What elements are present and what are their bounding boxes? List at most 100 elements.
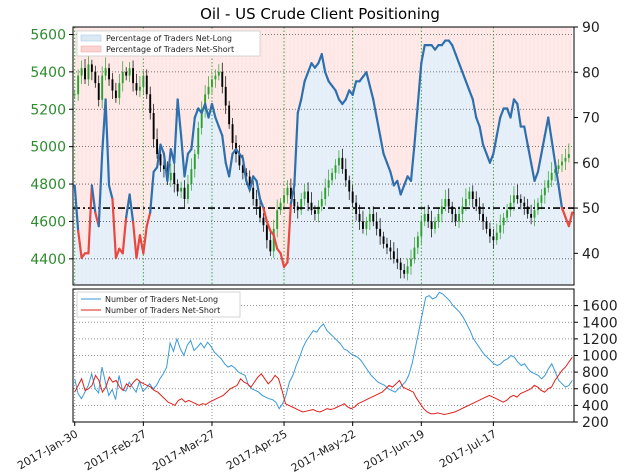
bottom-tick-label: 600	[582, 382, 609, 398]
candle-body	[211, 79, 213, 87]
candles	[73, 53, 570, 281]
candle-body	[97, 83, 100, 100]
left-tick-label: 5200	[30, 102, 66, 118]
candle-body	[204, 94, 207, 110]
right-tick-label: 50	[582, 201, 600, 217]
right-tick-label: 60	[582, 156, 600, 172]
candle-body	[554, 169, 557, 173]
x-axis-labels: 2017-Jan-30 2017-Feb-27 2017-Mar-27 2017-Ap…	[15, 422, 499, 475]
bottom-tick-label: 400	[582, 398, 609, 414]
pct-line-segment	[464, 80, 471, 92]
candle-body	[513, 195, 515, 203]
pct-line-segment	[207, 102, 214, 119]
candle-body	[289, 187, 292, 199]
pct-line-segment	[145, 211, 152, 228]
candle-body	[114, 90, 117, 99]
candle-body	[108, 68, 110, 80]
candle-body	[437, 213, 440, 222]
candle-body	[362, 221, 364, 229]
candle-body	[159, 154, 162, 166]
candle-body	[351, 191, 354, 203]
candle-body	[530, 213, 533, 218]
pct-line-segment	[77, 229, 83, 259]
pct-line-segment	[454, 53, 461, 65]
candle-body	[228, 105, 231, 125]
pct-line-segment	[183, 152, 190, 178]
pct-line-segment	[557, 184, 564, 210]
pct-line-segment	[289, 184, 296, 205]
pct-line-segment	[344, 89, 351, 101]
pct-line-segment	[375, 116, 382, 137]
candle-body	[547, 180, 550, 188]
pct-line-segment	[255, 179, 262, 201]
candle-body	[499, 225, 502, 233]
pct-line-segment	[499, 107, 505, 119]
pct-line-segment	[265, 220, 272, 232]
pct-line-segment	[248, 175, 255, 192]
candle-body	[272, 228, 275, 252]
net-short-shade	[74, 27, 573, 267]
legend-swatch-net-short	[80, 45, 102, 53]
candle-body	[509, 202, 512, 211]
candle-body	[214, 75, 217, 80]
left-tick-label: 4400	[30, 252, 66, 268]
candle-body	[307, 191, 310, 203]
candle-body	[135, 83, 138, 91]
candle-body	[121, 71, 124, 84]
candle-body	[430, 221, 433, 229]
candle-body	[169, 172, 172, 181]
left-tick-label: 5000	[30, 140, 66, 156]
chart-title: Oil - US Crude Client Positioning	[200, 5, 440, 23]
candle-body	[550, 172, 553, 181]
candle-body	[434, 221, 436, 229]
candle-body	[406, 266, 409, 274]
candle-body	[231, 124, 234, 143]
legend-swatch-net-long	[80, 34, 102, 42]
x-tick-label: 2017-Jan-30	[15, 427, 80, 472]
pct-line-segment	[193, 107, 200, 119]
pct-line-segment	[306, 62, 313, 74]
pct-line-segment	[300, 80, 306, 101]
candle-body	[125, 71, 128, 76]
pct-line-segment	[324, 71, 330, 83]
candle-body	[142, 75, 145, 87]
candle-body	[543, 187, 546, 196]
pct-line-segment	[190, 116, 196, 151]
pct-line-segment	[149, 170, 155, 214]
x-tick-label: 2017-May-22	[289, 427, 358, 475]
candle-body	[533, 210, 536, 218]
candle-body	[557, 165, 560, 170]
pct-line-segment	[334, 89, 341, 101]
pct-line-segment	[272, 234, 279, 250]
pct-line-segment	[478, 125, 485, 146]
candle-body	[567, 154, 570, 158]
candle-body	[248, 176, 251, 188]
candle-body	[128, 68, 131, 76]
pct-line-segment	[228, 152, 234, 178]
bottom-grid	[73, 289, 574, 423]
pct-line-segment	[492, 134, 498, 155]
candle-body	[73, 94, 76, 96]
candle-body	[447, 199, 450, 207]
pct-line-segment	[396, 179, 402, 196]
candle-body	[200, 109, 203, 128]
pct-line-segment	[379, 134, 385, 155]
candle-body	[337, 157, 340, 166]
candle-body	[355, 202, 358, 214]
bottom-tick-label: 1000	[582, 349, 618, 365]
top-panel: 4400 4600 4800 5000 5200 5400 5600 40 50 60 70 80 9…	[30, 20, 600, 286]
candle-body	[440, 206, 443, 214]
candle-body	[190, 169, 193, 185]
candle-body	[252, 187, 255, 199]
candle-body	[145, 75, 148, 95]
pct-line-segment	[135, 234, 142, 259]
pct-line-segment	[416, 62, 423, 106]
bottom-tick-label: 1400	[582, 315, 618, 331]
right-tick-label: 90	[582, 20, 600, 36]
candle-body	[526, 206, 529, 214]
left-tick-label: 5400	[30, 65, 66, 81]
pct-line-segment	[495, 116, 502, 137]
candle-body	[495, 232, 498, 241]
pct-line-segment	[533, 170, 540, 182]
candle-body	[492, 236, 495, 241]
